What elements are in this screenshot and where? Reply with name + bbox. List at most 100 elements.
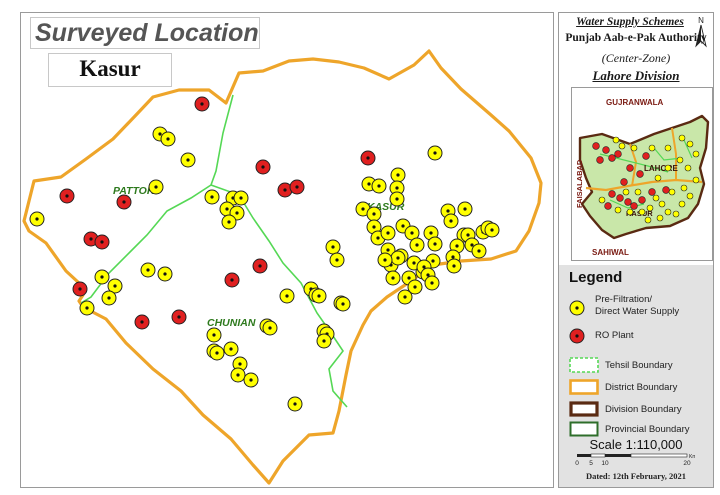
scale-bar: 0 5 10 20 Km <box>575 453 695 467</box>
inset-pre-filtration-marker <box>612 136 620 144</box>
ro-plant-marker <box>277 182 293 198</box>
inset-pre-filtration-marker <box>684 164 692 172</box>
pre-filtration-marker <box>325 239 341 255</box>
legend-label-district: District Boundary <box>605 382 678 393</box>
inset-pre-filtration-marker <box>646 204 654 212</box>
tehsil-boundary <box>210 184 348 408</box>
inset-pre-filtration-marker <box>672 210 680 218</box>
inset-pre-filtration-marker <box>652 194 660 202</box>
dated-label: Dated: 12th February, 2021 <box>585 471 687 481</box>
ro-plant-marker <box>134 314 150 330</box>
pre-filtration-marker <box>221 214 237 230</box>
pre-filtration-marker <box>209 345 225 361</box>
pre-filtration-marker <box>407 279 423 295</box>
pre-filtration-marker <box>457 201 473 217</box>
inset-pre-filtration-marker <box>676 156 684 164</box>
pre-filtration-marker <box>377 252 393 268</box>
pre-filtration-marker <box>316 333 332 349</box>
ro-plant-marker <box>116 194 132 210</box>
pre-filtration-marker <box>148 179 164 195</box>
pre-filtration-marker <box>223 341 239 357</box>
pre-filtration-marker <box>94 269 110 285</box>
inset-pre-filtration-marker <box>680 184 688 192</box>
header-title: Water Supply Schemes <box>576 16 684 28</box>
pre-filtration-marker <box>107 278 123 294</box>
inset-pre-filtration-marker <box>654 174 662 182</box>
map-frame: PATTOKI KASUR CHUNIAN Surveyed Location … <box>20 12 554 488</box>
legend-title: Legend <box>569 269 623 286</box>
surveyed-site-markers <box>29 96 500 412</box>
header-zone: (Center-Zone) <box>601 51 671 65</box>
inset-pre-filtration-marker <box>648 144 656 152</box>
inset-pre-filtration-marker <box>598 196 606 204</box>
pre-filtration-marker <box>287 396 303 412</box>
inset-pre-filtration-marker <box>678 134 686 142</box>
pre-filtration-marker <box>366 206 382 222</box>
inset-pre-filtration-marker <box>692 150 700 158</box>
scale-tick-5: 5 <box>589 460 593 467</box>
pre-filtration-marker <box>157 266 173 282</box>
pre-filtration-marker <box>427 236 443 252</box>
map-title: Surveyed Location <box>35 19 259 47</box>
pre-filtration-marker <box>427 145 443 161</box>
pre-filtration-marker <box>484 222 500 238</box>
pre-filtration-icon <box>569 300 585 316</box>
pre-filtration-marker <box>380 225 396 241</box>
pre-filtration-marker <box>385 270 401 286</box>
district-boundary <box>22 49 543 485</box>
legend-label-provincial: Provincial Boundary <box>605 424 690 435</box>
pre-filtration-marker <box>180 152 196 168</box>
map-title-box: Surveyed Location <box>30 17 260 49</box>
tehsil-label-chunian: CHUNIAN <box>207 317 256 329</box>
inset-pre-filtration-marker <box>658 200 666 208</box>
inset-label-sahiwal: SAHIWAL <box>592 248 629 257</box>
inset-tehsil-line <box>599 139 693 209</box>
pre-filtration-marker <box>390 167 406 183</box>
inset-pre-filtration-marker <box>678 200 686 208</box>
inset-ro-plant-marker <box>614 150 622 158</box>
scale-tick-20: 20 <box>683 460 691 467</box>
inset-ro-plant-marker <box>596 156 604 164</box>
legend-label-division: Division Boundary <box>605 404 682 415</box>
inset-label-lahore: LAHORE <box>644 164 678 173</box>
tehsil-boundary-icon <box>569 357 599 373</box>
inset-ro-plant-marker <box>626 164 634 172</box>
inset-map: GUJRANWALA FAISALABAD LAHORE KASUR SAHIW… <box>571 87 713 261</box>
ro-plant-icon <box>569 328 585 344</box>
inset-division-area <box>578 114 710 240</box>
inset-ro-plant-marker <box>642 152 650 160</box>
inset-label-faisalabad: FAISALABAD <box>575 159 584 208</box>
inset-ro-plant-marker <box>608 190 616 198</box>
pre-filtration-marker <box>101 290 117 306</box>
pre-filtration-marker <box>160 131 176 147</box>
tehsil-boundary <box>80 184 212 304</box>
provincial-boundary-icon <box>569 421 599 437</box>
map-canvas[interactable]: PATTOKI KASUR CHUNIAN <box>21 13 553 487</box>
pre-filtration-marker <box>471 243 487 259</box>
ro-plant-marker <box>289 179 305 195</box>
inset-label-gujranwala: GUJRANWALA <box>606 98 664 107</box>
pre-filtration-marker <box>424 275 440 291</box>
scale-tick-0: 0 <box>575 460 579 467</box>
inset-pre-filtration-marker <box>630 144 638 152</box>
inset-pre-filtration-marker <box>622 188 630 196</box>
pre-filtration-marker <box>409 237 425 253</box>
pre-filtration-marker <box>311 288 327 304</box>
pre-filtration-marker <box>230 367 246 383</box>
inset-ro-plant-marker <box>648 188 656 196</box>
header-division: Lahore Division <box>592 68 680 83</box>
scale-label: Scale 1:110,000 <box>589 437 683 452</box>
ro-plant-marker <box>252 258 268 274</box>
inset-pre-filtration-marker <box>644 216 652 224</box>
pre-filtration-marker <box>390 250 406 266</box>
ro-plant-marker <box>171 309 187 325</box>
inset-pre-filtration-marker <box>686 140 694 148</box>
district-boundary-icon <box>569 379 599 395</box>
inset-pre-filtration-marker <box>614 206 622 214</box>
inset-site-markers <box>592 134 700 224</box>
inset-ro-plant-marker <box>602 146 610 154</box>
inset-pre-filtration-marker <box>692 176 700 184</box>
inset-ro-plant-marker <box>608 154 616 162</box>
division-boundary-icon <box>569 401 599 417</box>
pre-filtration-marker <box>397 289 413 305</box>
